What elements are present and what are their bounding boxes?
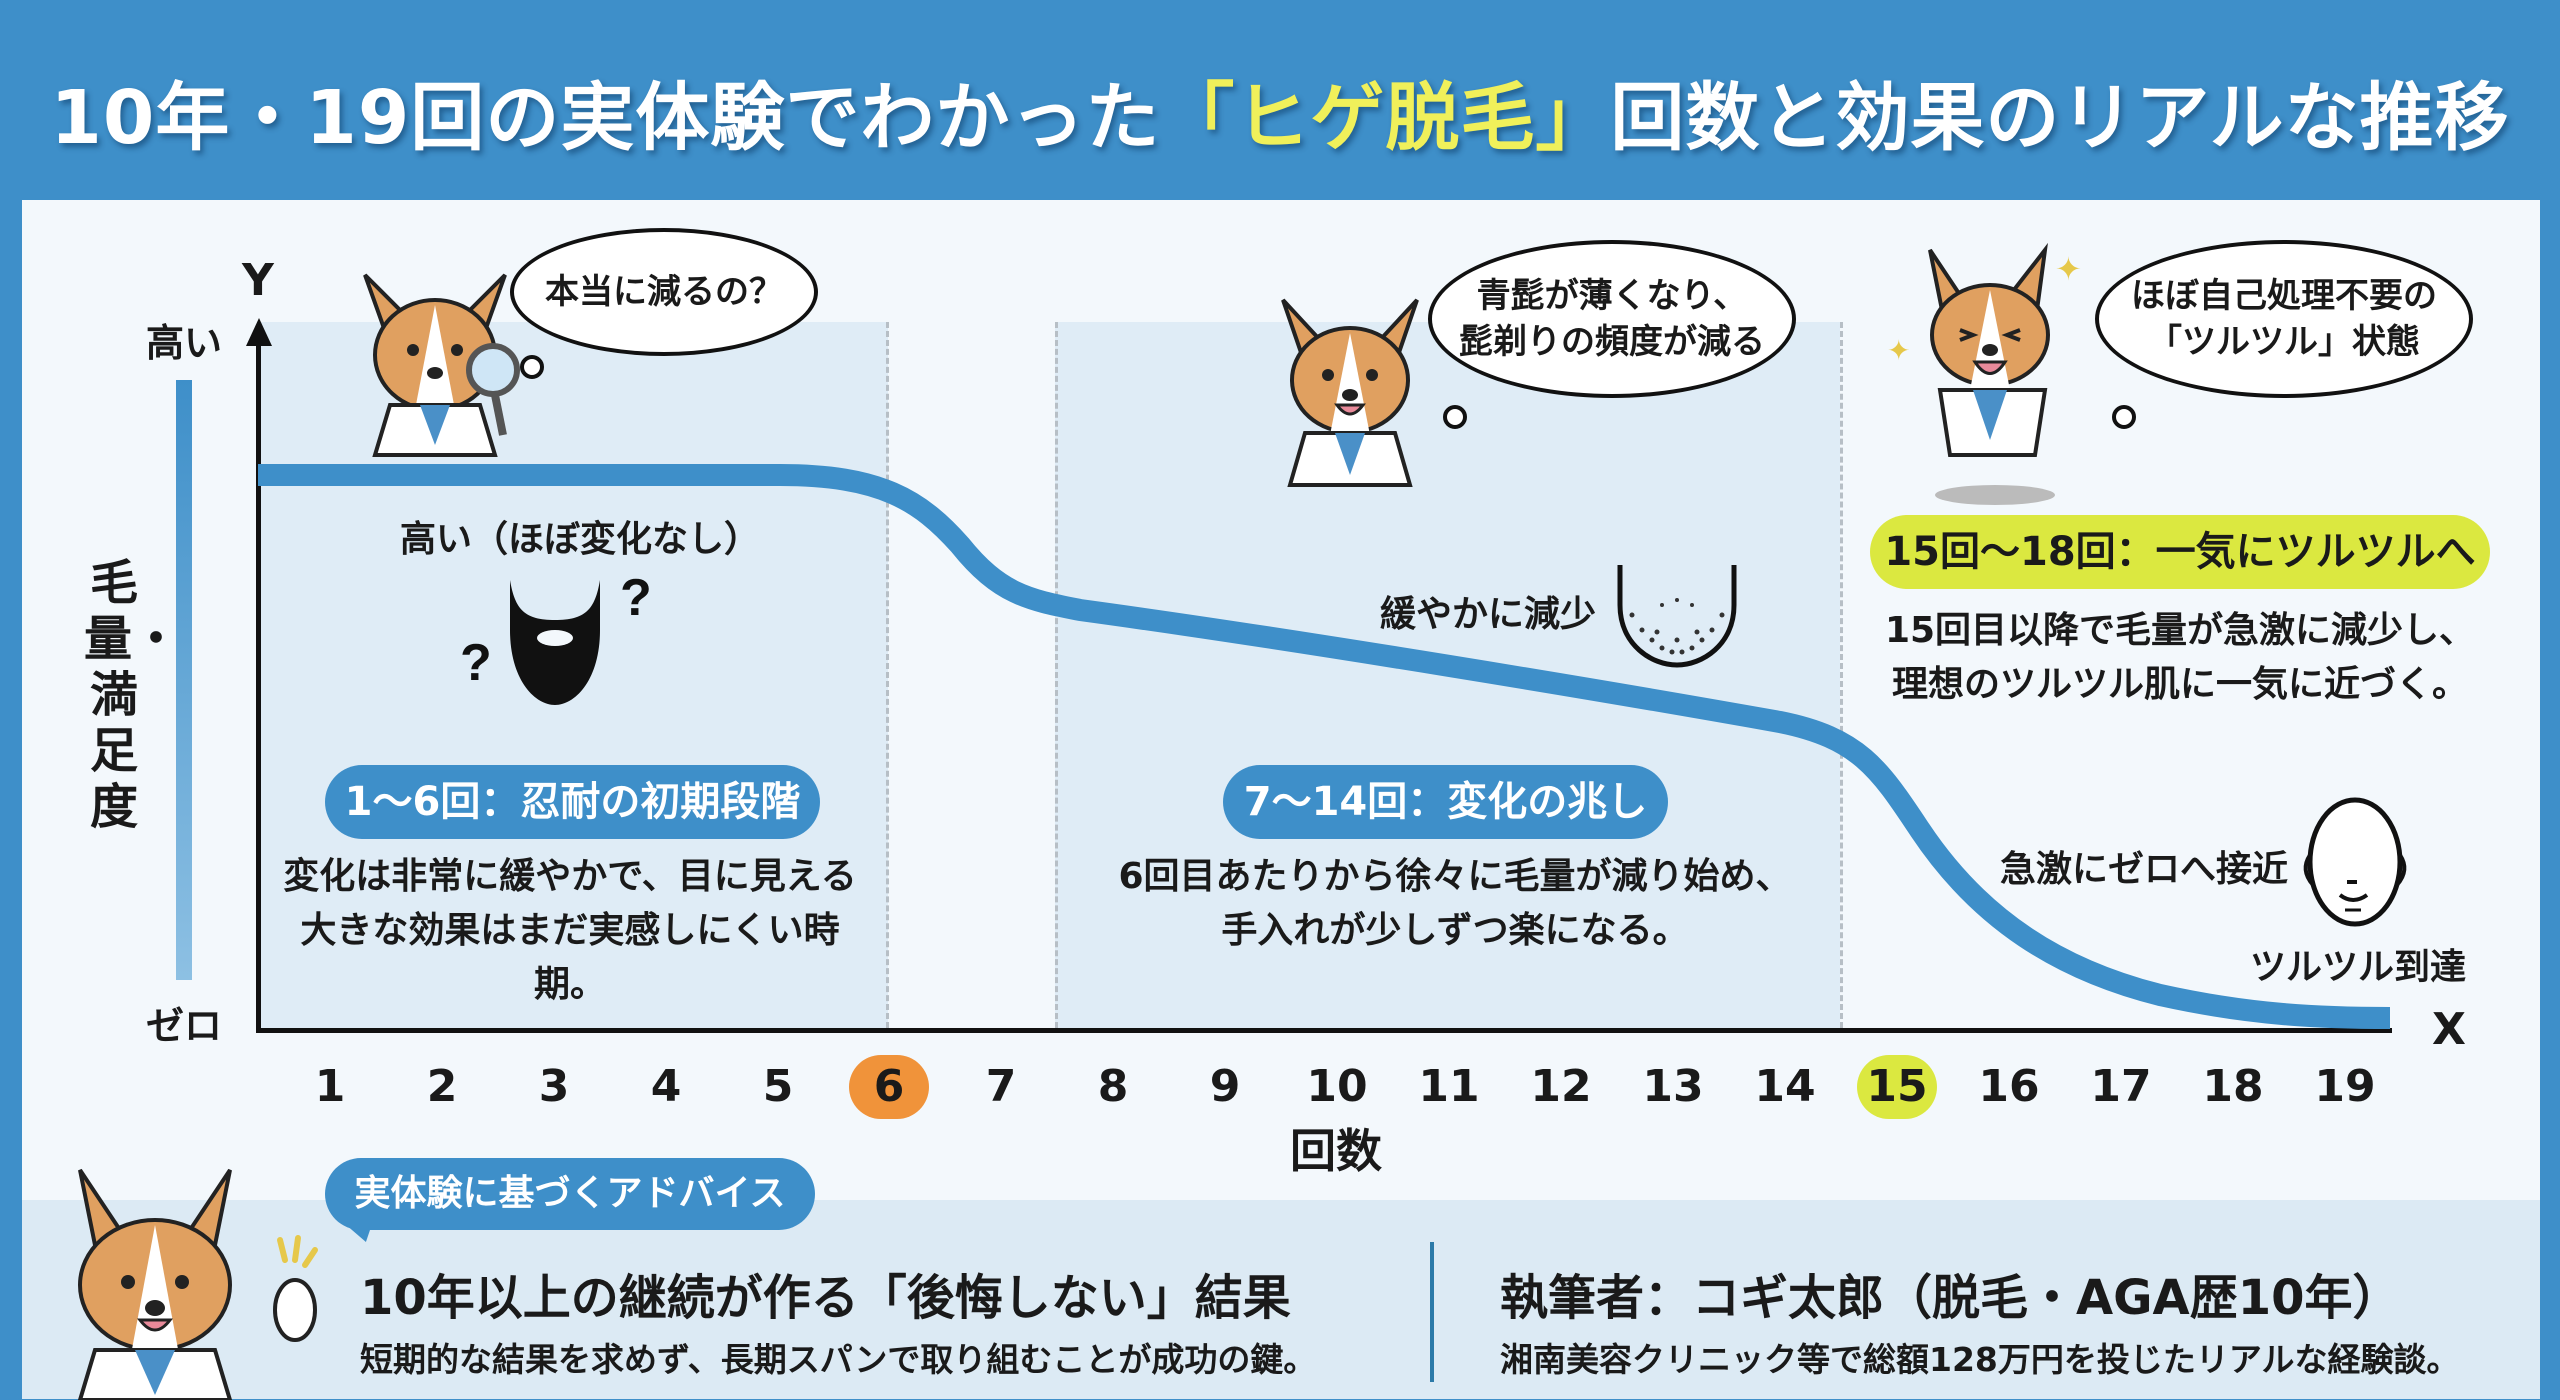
thought-bubble-phase-1: 本当に減るの？ xyxy=(510,228,818,356)
phase-2-badge: 7〜14回：変化の兆し xyxy=(1223,765,1668,839)
svg-text:✦: ✦ xyxy=(1887,334,1910,367)
y-axis-line xyxy=(256,335,261,1033)
x-axis-label: 回数 xyxy=(1290,1124,1382,1178)
page-title: 10年・19回の実体験でわかった「ヒゲ脱毛」回数と効果のリアルな推移 xyxy=(0,58,2560,165)
x-tick: 4 xyxy=(650,1061,682,1112)
title-prefix: 10年・19回の実体験でわかった xyxy=(50,75,1161,161)
phase-2-description: 6回目あたりから徐々に毛量が減り始め、 手入れが少しずつ楽になる。 xyxy=(1118,856,1792,951)
advice-tag: 実体験に基づくアドバイス xyxy=(325,1158,815,1230)
phase-1-annotation: 高い（ほぼ変化なし） xyxy=(400,519,761,560)
x-tick: 18 xyxy=(2202,1061,2264,1112)
thought-bubble-dot xyxy=(520,355,544,379)
x-tick: 11 xyxy=(1418,1061,1480,1112)
x-tick: 9 xyxy=(1209,1061,1241,1112)
x-axis-line xyxy=(256,1028,2392,1033)
x-tick: 14 xyxy=(1754,1061,1816,1112)
corgi-doctor-jumping-icon: ✦ ✦ xyxy=(1887,242,2082,505)
phase-2-annotation: 緩やかに減少 xyxy=(1380,594,1597,635)
footer-divider xyxy=(1430,1242,1434,1382)
y-tick-high: 高い xyxy=(146,321,223,365)
x-tick: 8 xyxy=(1097,1061,1129,1112)
title-suffix: 回数と効果のリアルな推移 xyxy=(1610,75,2510,161)
svg-text:✦: ✦ xyxy=(2055,250,2082,288)
phase-3-annotation: 急激にゼロへ接近 xyxy=(2000,849,2289,890)
thought-bubble-dot xyxy=(1443,405,1467,429)
full-beard-icon: ? ? xyxy=(460,569,652,705)
title-bar: 10年・19回の実体験でわかった「ヒゲ脱毛」回数と効果のリアルな推移 xyxy=(0,0,2560,200)
svg-text:?: ? xyxy=(460,634,492,692)
footer-band xyxy=(22,1200,2540,1399)
x-tick-highlight-orange: 6 xyxy=(849,1055,929,1119)
x-tick: 12 xyxy=(1530,1061,1592,1112)
x-tick: 7 xyxy=(985,1061,1017,1112)
author-subtext: 湘南美容クリニック等で総額128万円を投じたリアルな経験談。 xyxy=(1500,1340,2460,1379)
thought-bubble-phase-3: ほぼ自己処理不要の 「ツルツル」状態 xyxy=(2095,240,2473,398)
phase-divider xyxy=(1840,322,1843,1028)
corgi-doctor-magnifier-icon xyxy=(363,273,520,457)
advice-heading: 10年以上の継続が作る「後悔しない」結果 xyxy=(360,1270,1291,1326)
svg-text:?: ? xyxy=(620,569,652,627)
clean-face-icon xyxy=(2303,797,2407,927)
x-tick: 1 xyxy=(314,1061,346,1112)
phase-1-badge: 1〜6回：忍耐の初期段階 xyxy=(325,765,820,839)
x-axis-letter: X xyxy=(2432,1004,2466,1055)
smooth-reached-annotation: ツルツル到達 xyxy=(2250,947,2467,988)
y-tick-zero: ゼロ xyxy=(146,1004,223,1048)
x-tick: 5 xyxy=(762,1061,794,1112)
x-tick: 16 xyxy=(1978,1061,2040,1112)
title-highlight: 「ヒゲ脱毛」 xyxy=(1160,75,1611,161)
phase-1-description: 変化は非常に緩やかで、目に見える 大きな効果はまだ実感しにくい時期。 xyxy=(283,856,857,1005)
y-axis-letter: Y xyxy=(242,255,274,306)
phase-3-badge: 15回〜18回：一気にツルツルへ xyxy=(1870,515,2490,589)
thought-bubble-phase-2: 青髭が薄くなり、 髭剃りの頻度が減る xyxy=(1428,240,1796,398)
phase-divider xyxy=(1055,322,1058,1028)
phase-divider xyxy=(886,322,889,1028)
x-tick: 10 xyxy=(1306,1061,1368,1112)
author-heading: 執筆者：コギ太郎（脱毛・AGA歴10年） xyxy=(1500,1270,2401,1326)
corgi-doctor-smiling-icon xyxy=(1281,298,1419,487)
thought-bubble-dot xyxy=(2112,405,2136,429)
phase-3-description: 15回目以降で毛量が急激に減少し、 理想のツルツル肌に一気に近づく。 xyxy=(1884,610,2476,705)
x-tick: 13 xyxy=(1642,1061,1704,1112)
corgi-doctor-thumbs-up-icon xyxy=(77,1168,318,1400)
thinning-beard-icon xyxy=(1617,565,1737,668)
x-tick: 17 xyxy=(2090,1061,2152,1112)
x-tick: 2 xyxy=(426,1061,458,1112)
x-tick: 19 xyxy=(2314,1061,2376,1112)
advice-subtext: 短期的な結果を求めず、長期スパンで取り組むことが成功の鍵。 xyxy=(360,1340,1317,1379)
x-tick: 3 xyxy=(538,1061,570,1112)
y-axis-gradient-bar xyxy=(176,380,192,980)
x-tick-highlight-lime: 15 xyxy=(1857,1055,1937,1119)
